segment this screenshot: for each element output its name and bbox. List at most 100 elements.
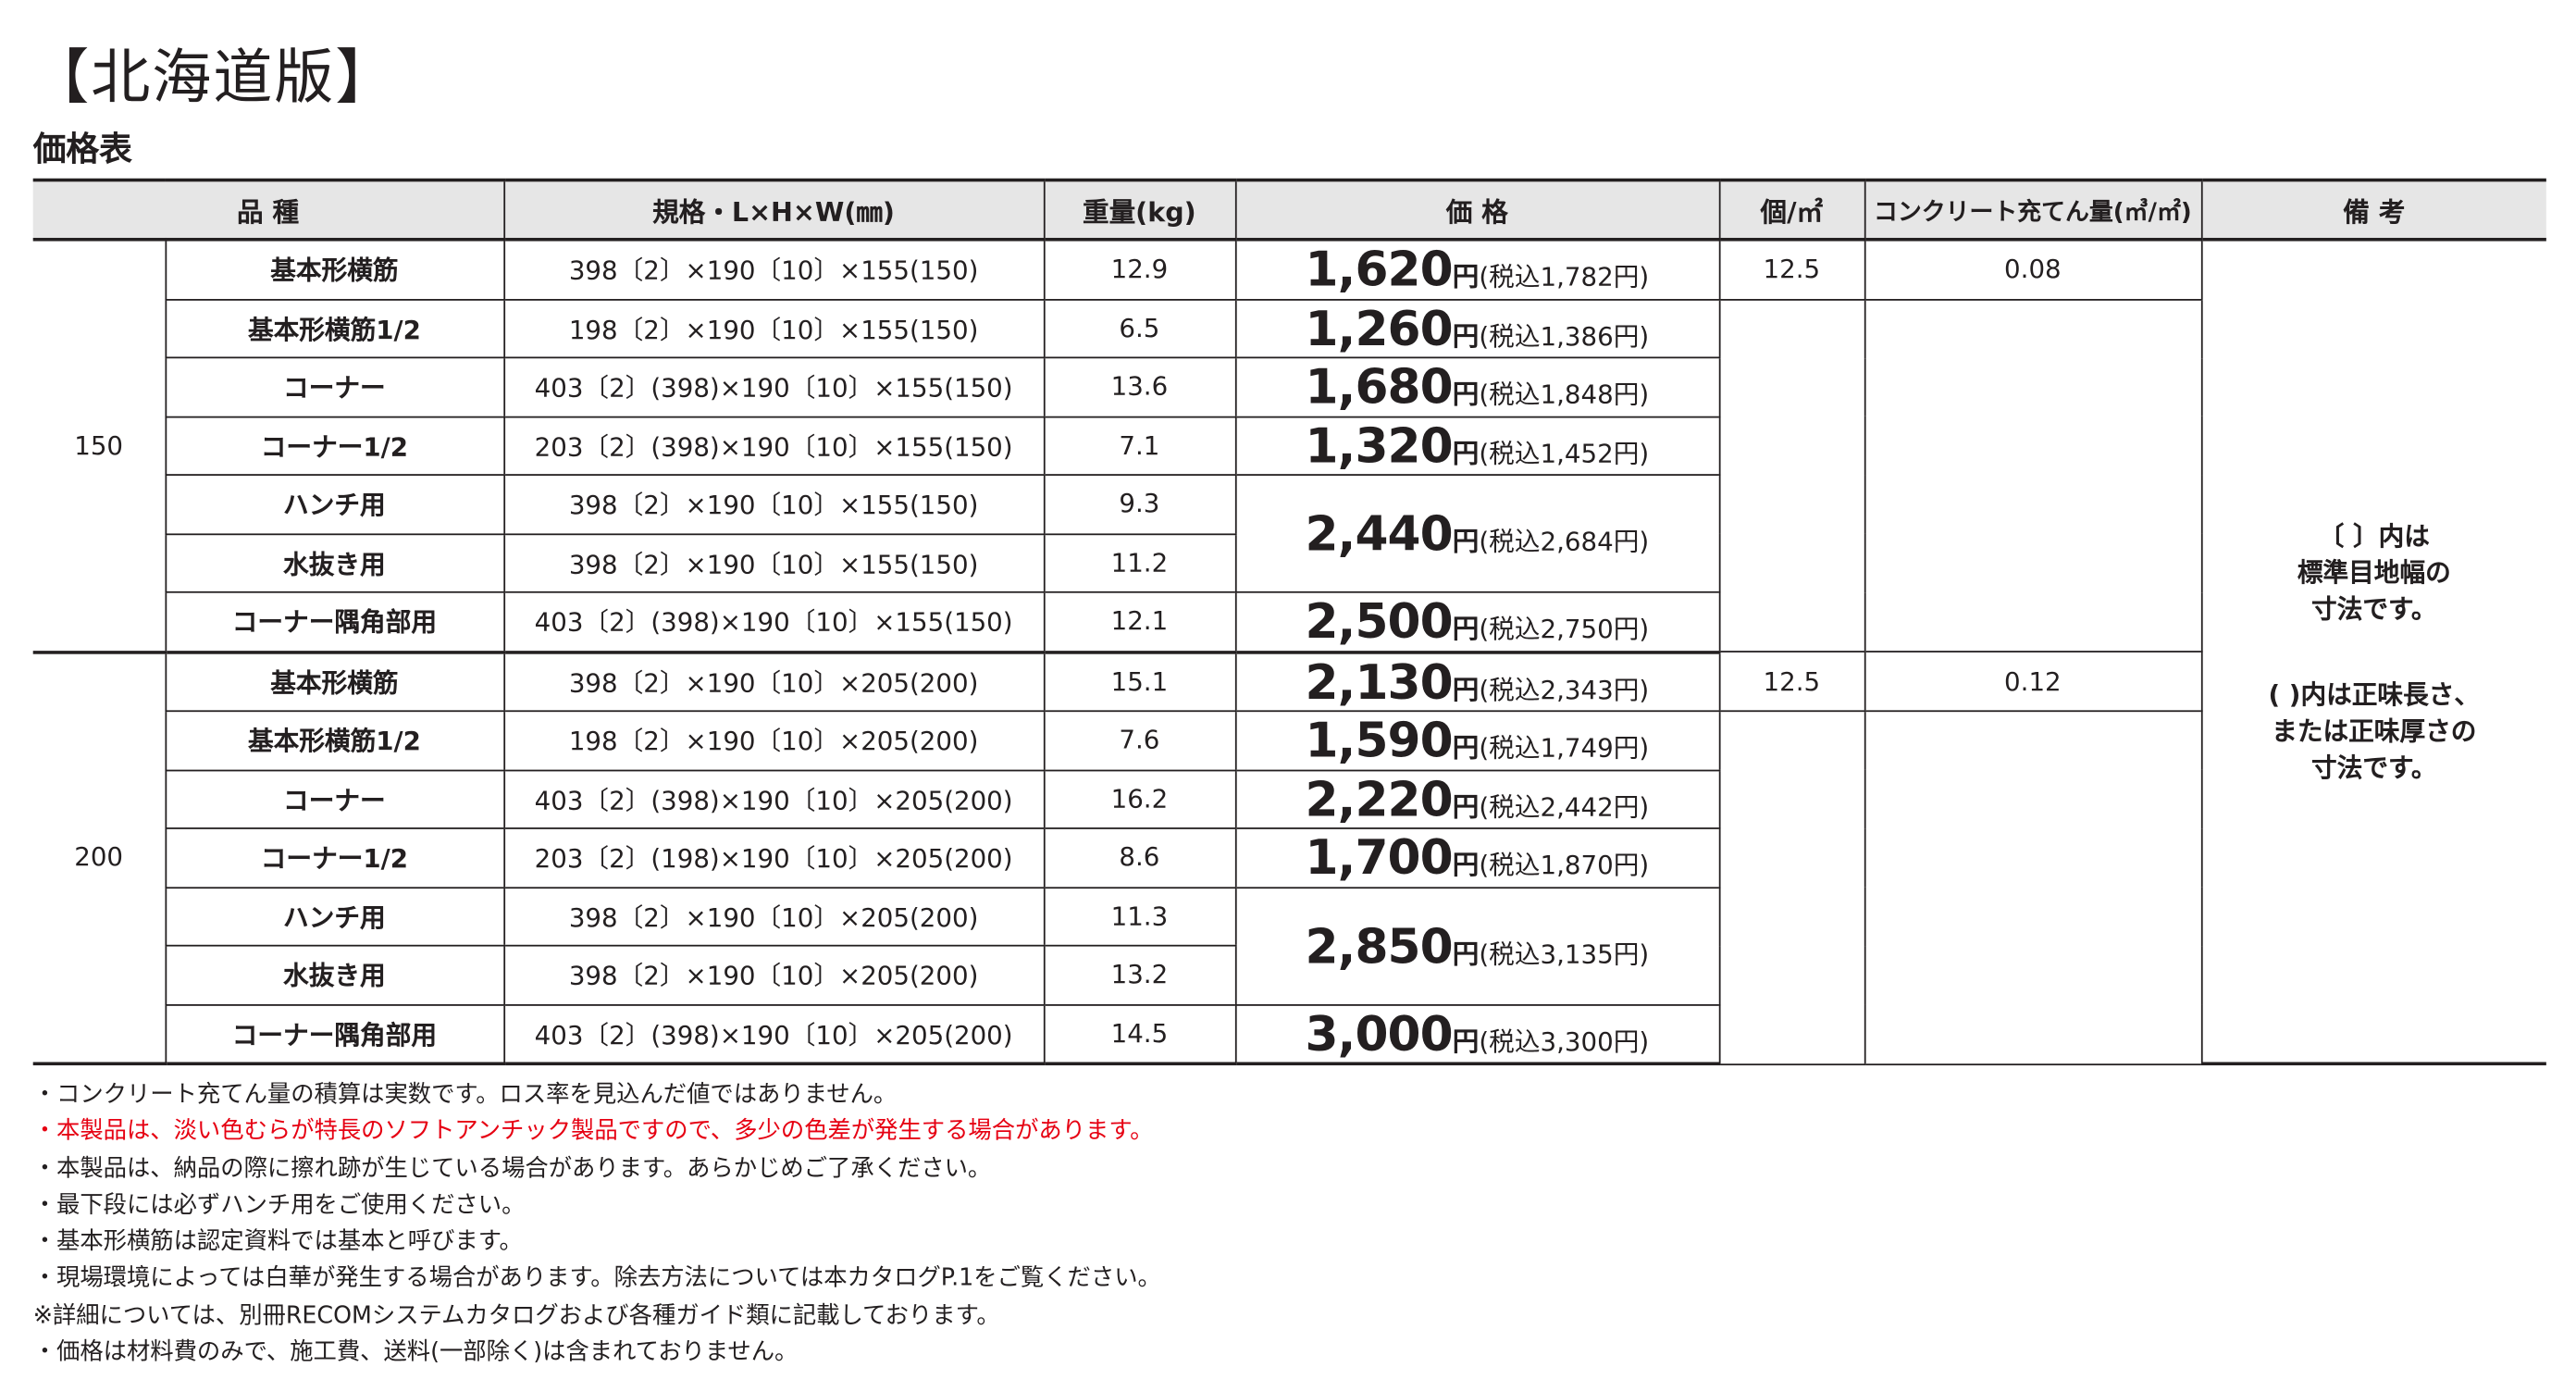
product-name: 水抜き用 [164,533,504,593]
concrete-fill-empty [1863,299,2201,652]
price-unit: 円 [1452,261,1480,293]
price-with-tax: (税込2,750円) [1479,615,1650,645]
product-spec: 198〔2〕×190〔10〕×155(150) [502,299,1044,359]
product-spec: 398〔2〕×190〔10〕×205(200) [502,887,1044,947]
table-row: コーナー隅角部用 403〔2〕(398)×190〔10〕×205(200) 14.5… [33,1004,2546,1066]
product-weight: 14.5 [1043,1004,1235,1066]
footnotes: ・コンクリート充てん量の積算は実数です。ロス率を見込んだ値ではありません。・本製… [33,1077,1161,1372]
product-name: コーナー隅角部用 [164,591,504,653]
table-row: 水抜き用 398〔2〕×190〔10〕×205(200) 13.2 [33,945,2546,1005]
product-name: コーナー [164,769,504,829]
price-value: 1,590 [1305,712,1454,769]
header-price: 価 格 [1234,178,1719,242]
remarks-cell: 〔 〕内は 標準目地幅の 寸法です。 ( )内は正味長さ、 または正味厚さの 寸法… [2200,239,2546,1066]
price-value: 2,500 [1305,593,1454,650]
product-name: 基本形横筋 [164,652,504,713]
footnote: ・最下段には必ずハンチ用をご使用ください。 [32,1192,526,1219]
table-row: 水抜き用 398〔2〕×190〔10〕×155(150) 11.2 [33,533,2546,593]
product-spec: 403〔2〕(398)×190〔10〕×205(200) [502,1004,1044,1066]
price-with-tax: (税込1,782円) [1479,263,1650,293]
product-price: 2,500円(税込2,750円) [1234,591,1719,653]
header-weight: 重量(kg) [1043,178,1235,242]
product-price: 1,620円(税込1,782円) [1234,239,1719,300]
price-unit: 円 [1452,525,1480,557]
footnote: ・コンクリート充てん量の積算は実数です。ロス率を見込んだ値ではありません。 [32,1081,898,1109]
size-group-label: 200 [32,652,166,1066]
product-spec: 398〔2〕×190〔10〕×155(150) [502,533,1044,593]
product-name: コーナー1/2 [164,827,504,889]
price-value: 2,220 [1305,770,1454,827]
price-value: 2,130 [1305,653,1454,710]
header-per-m2: 個/㎡ [1717,178,1864,242]
table-row: コーナー1/2 203〔2〕(398)×190〔10〕×155(150) 7.1 1,… [33,416,2546,476]
table-row: コーナー1/2 203〔2〕(198)×190〔10〕×205(200) 8.6 1,… [33,827,2546,889]
price-unit: 円 [1452,673,1480,705]
page-title: 【北海道版】 [30,44,397,113]
product-weight: 11.3 [1043,887,1235,947]
product-weight: 9.3 [1043,475,1235,535]
product-price: 1,590円(税込1,749円) [1234,711,1719,771]
product-spec: 398〔2〕×190〔10〕×155(150) [502,475,1044,535]
price-with-tax: (税込1,848円) [1479,379,1650,411]
table-row: コーナー隅角部用 403〔2〕(398)×190〔10〕×155(150) 12.1… [33,591,2546,653]
product-weight: 8.6 [1043,827,1235,889]
price-unit: 円 [1452,379,1480,411]
header-product-type: 品 種 [32,178,504,242]
price-unit: 円 [1452,319,1480,352]
product-name: 基本形横筋 [164,239,504,300]
price-value: 1,680 [1305,358,1454,416]
product-spec: 403〔2〕(398)×190〔10〕×155(150) [502,357,1044,417]
header-spec: 規格・L×H×W(㎜) [502,178,1044,242]
header-remarks: 備 考 [2200,178,2546,242]
product-name: ハンチ用 [164,887,504,947]
concrete-fill-value: 0.08 [1863,239,2201,300]
price-unit: 円 [1452,849,1480,881]
table-row: 150 基本形横筋 398〔2〕×190〔10〕×155(150) 12.9 1,620… [32,239,2546,1066]
footnote-warning: ・本製品は、淡い色むらが特長のソフトアンチック製品ですので、多少の色差が発生する… [32,1118,1154,1146]
concrete-fill-value: 0.12 [1863,652,2201,713]
table-row: ハンチ用 398〔2〕×190〔10〕×205(200) 11.3 2,850円(税込… [33,887,2546,1005]
header-concrete: コンクリート充てん量(㎥/㎡) [1863,178,2201,242]
table-row: コーナー 403〔2〕(398)×190〔10〕×205(200) 16.2 2,22… [33,769,2546,829]
price-value: 2,440 [1305,505,1454,562]
product-price: 3,000円(税込3,300円) [1234,1004,1719,1066]
price-with-tax: (税込3,135円) [1479,938,1650,969]
footnote: ・基本形横筋は認定資料では基本と呼びます。 [32,1229,523,1256]
product-price: 2,130円(税込2,343円) [1234,652,1719,713]
product-weight: 12.1 [1043,591,1235,653]
footnote: ・現場環境によっては白華が発生する場合があります。除去方法については本カタログP… [32,1265,1161,1293]
product-weight: 16.2 [1043,769,1235,829]
size-group-label: 150 [32,239,166,653]
table-row: 基本形横筋1/2 198〔2〕×190〔10〕×205(200) 7.6 1,590円… [33,711,2546,1065]
price-unit: 円 [1452,937,1480,969]
price-with-tax: (税込3,300円) [1479,1026,1650,1057]
remark-text: 〔 〕内は 標準目地幅の 寸法です。 [2297,521,2451,624]
per-m2-empty [1717,299,1864,652]
product-weight: 13.2 [1043,945,1235,1005]
section-title: 価格表 [32,129,132,169]
table-row: コーナー 403〔2〕(398)×190〔10〕×155(150) 13.6 1,68… [33,357,2546,417]
product-name: 基本形横筋1/2 [164,711,504,771]
footnote: ・本製品は、納品の際に擦れ跡が生じている場合があります。あらかじめご了承ください… [32,1155,992,1183]
product-spec: 203〔2〕(198)×190〔10〕×205(200) [502,827,1044,889]
price-unit: 円 [1452,790,1480,823]
table-row: ハンチ用 398〔2〕×190〔10〕×155(150) 9.3 2,440円(税込2… [33,475,2546,593]
product-spec: 398〔2〕×190〔10〕×205(200) [502,652,1044,713]
price-with-tax: (税込1,749円) [1479,733,1650,764]
product-price: 2,220円(税込2,442円) [1234,769,1719,829]
footnote: ・価格は材料費のみで、施工費、送料(一部除く)は含まれておりません。 [32,1339,799,1367]
header-row: 品 種 規格・L×H×W(㎜) 重量(kg) 価 格 個/㎡ コンクリート充てん… [32,178,2546,242]
product-price: 1,700円(税込1,870円) [1234,827,1719,889]
product-name: コーナー1/2 [164,416,504,476]
price-value: 3,000 [1305,1005,1454,1063]
footnote: ※詳細については、別冊RECOMシステムカタログおよび各種ガイド類に記載しており… [32,1302,1000,1330]
product-name: コーナー隅角部用 [164,1004,504,1066]
price-unit: 円 [1452,437,1480,469]
price-value: 1,620 [1305,241,1454,298]
concrete-fill-empty [1863,711,2201,1065]
price-value: 1,700 [1305,829,1454,886]
price-with-tax: (税込2,343円) [1479,675,1650,705]
price-with-tax: (税込1,452円) [1479,439,1650,469]
product-price: 1,260円(税込1,386円) [1234,299,1719,359]
product-name: コーナー [164,357,504,417]
